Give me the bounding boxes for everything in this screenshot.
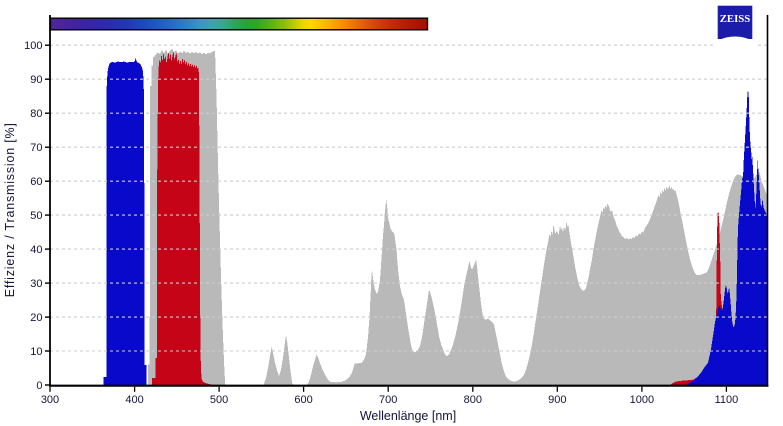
svg-text:700: 700 (379, 394, 397, 406)
svg-text:1100: 1100 (715, 394, 739, 406)
svg-text:100: 100 (24, 40, 42, 52)
svg-text:20: 20 (30, 312, 42, 324)
svg-text:500: 500 (210, 394, 228, 406)
svg-text:ZEISS: ZEISS (720, 13, 751, 25)
svg-text:600: 600 (294, 394, 312, 406)
svg-text:60: 60 (30, 176, 42, 188)
svg-text:50: 50 (30, 210, 42, 222)
svg-text:10: 10 (30, 346, 42, 358)
svg-text:800: 800 (464, 394, 482, 406)
svg-text:70: 70 (30, 142, 42, 154)
svg-text:300: 300 (41, 394, 59, 406)
svg-text:1000: 1000 (630, 394, 654, 406)
svg-text:30: 30 (30, 278, 42, 290)
svg-text:Wellenlänge [nm]: Wellenlänge [nm] (360, 409, 456, 423)
svg-text:40: 40 (30, 244, 42, 256)
svg-text:80: 80 (30, 108, 42, 120)
svg-text:0: 0 (36, 380, 42, 392)
svg-text:900: 900 (548, 394, 566, 406)
svg-text:90: 90 (30, 74, 42, 86)
svg-text:400: 400 (125, 394, 143, 406)
svg-text:Effizienz / Transmission [%]: Effizienz / Transmission [%] (3, 122, 17, 297)
